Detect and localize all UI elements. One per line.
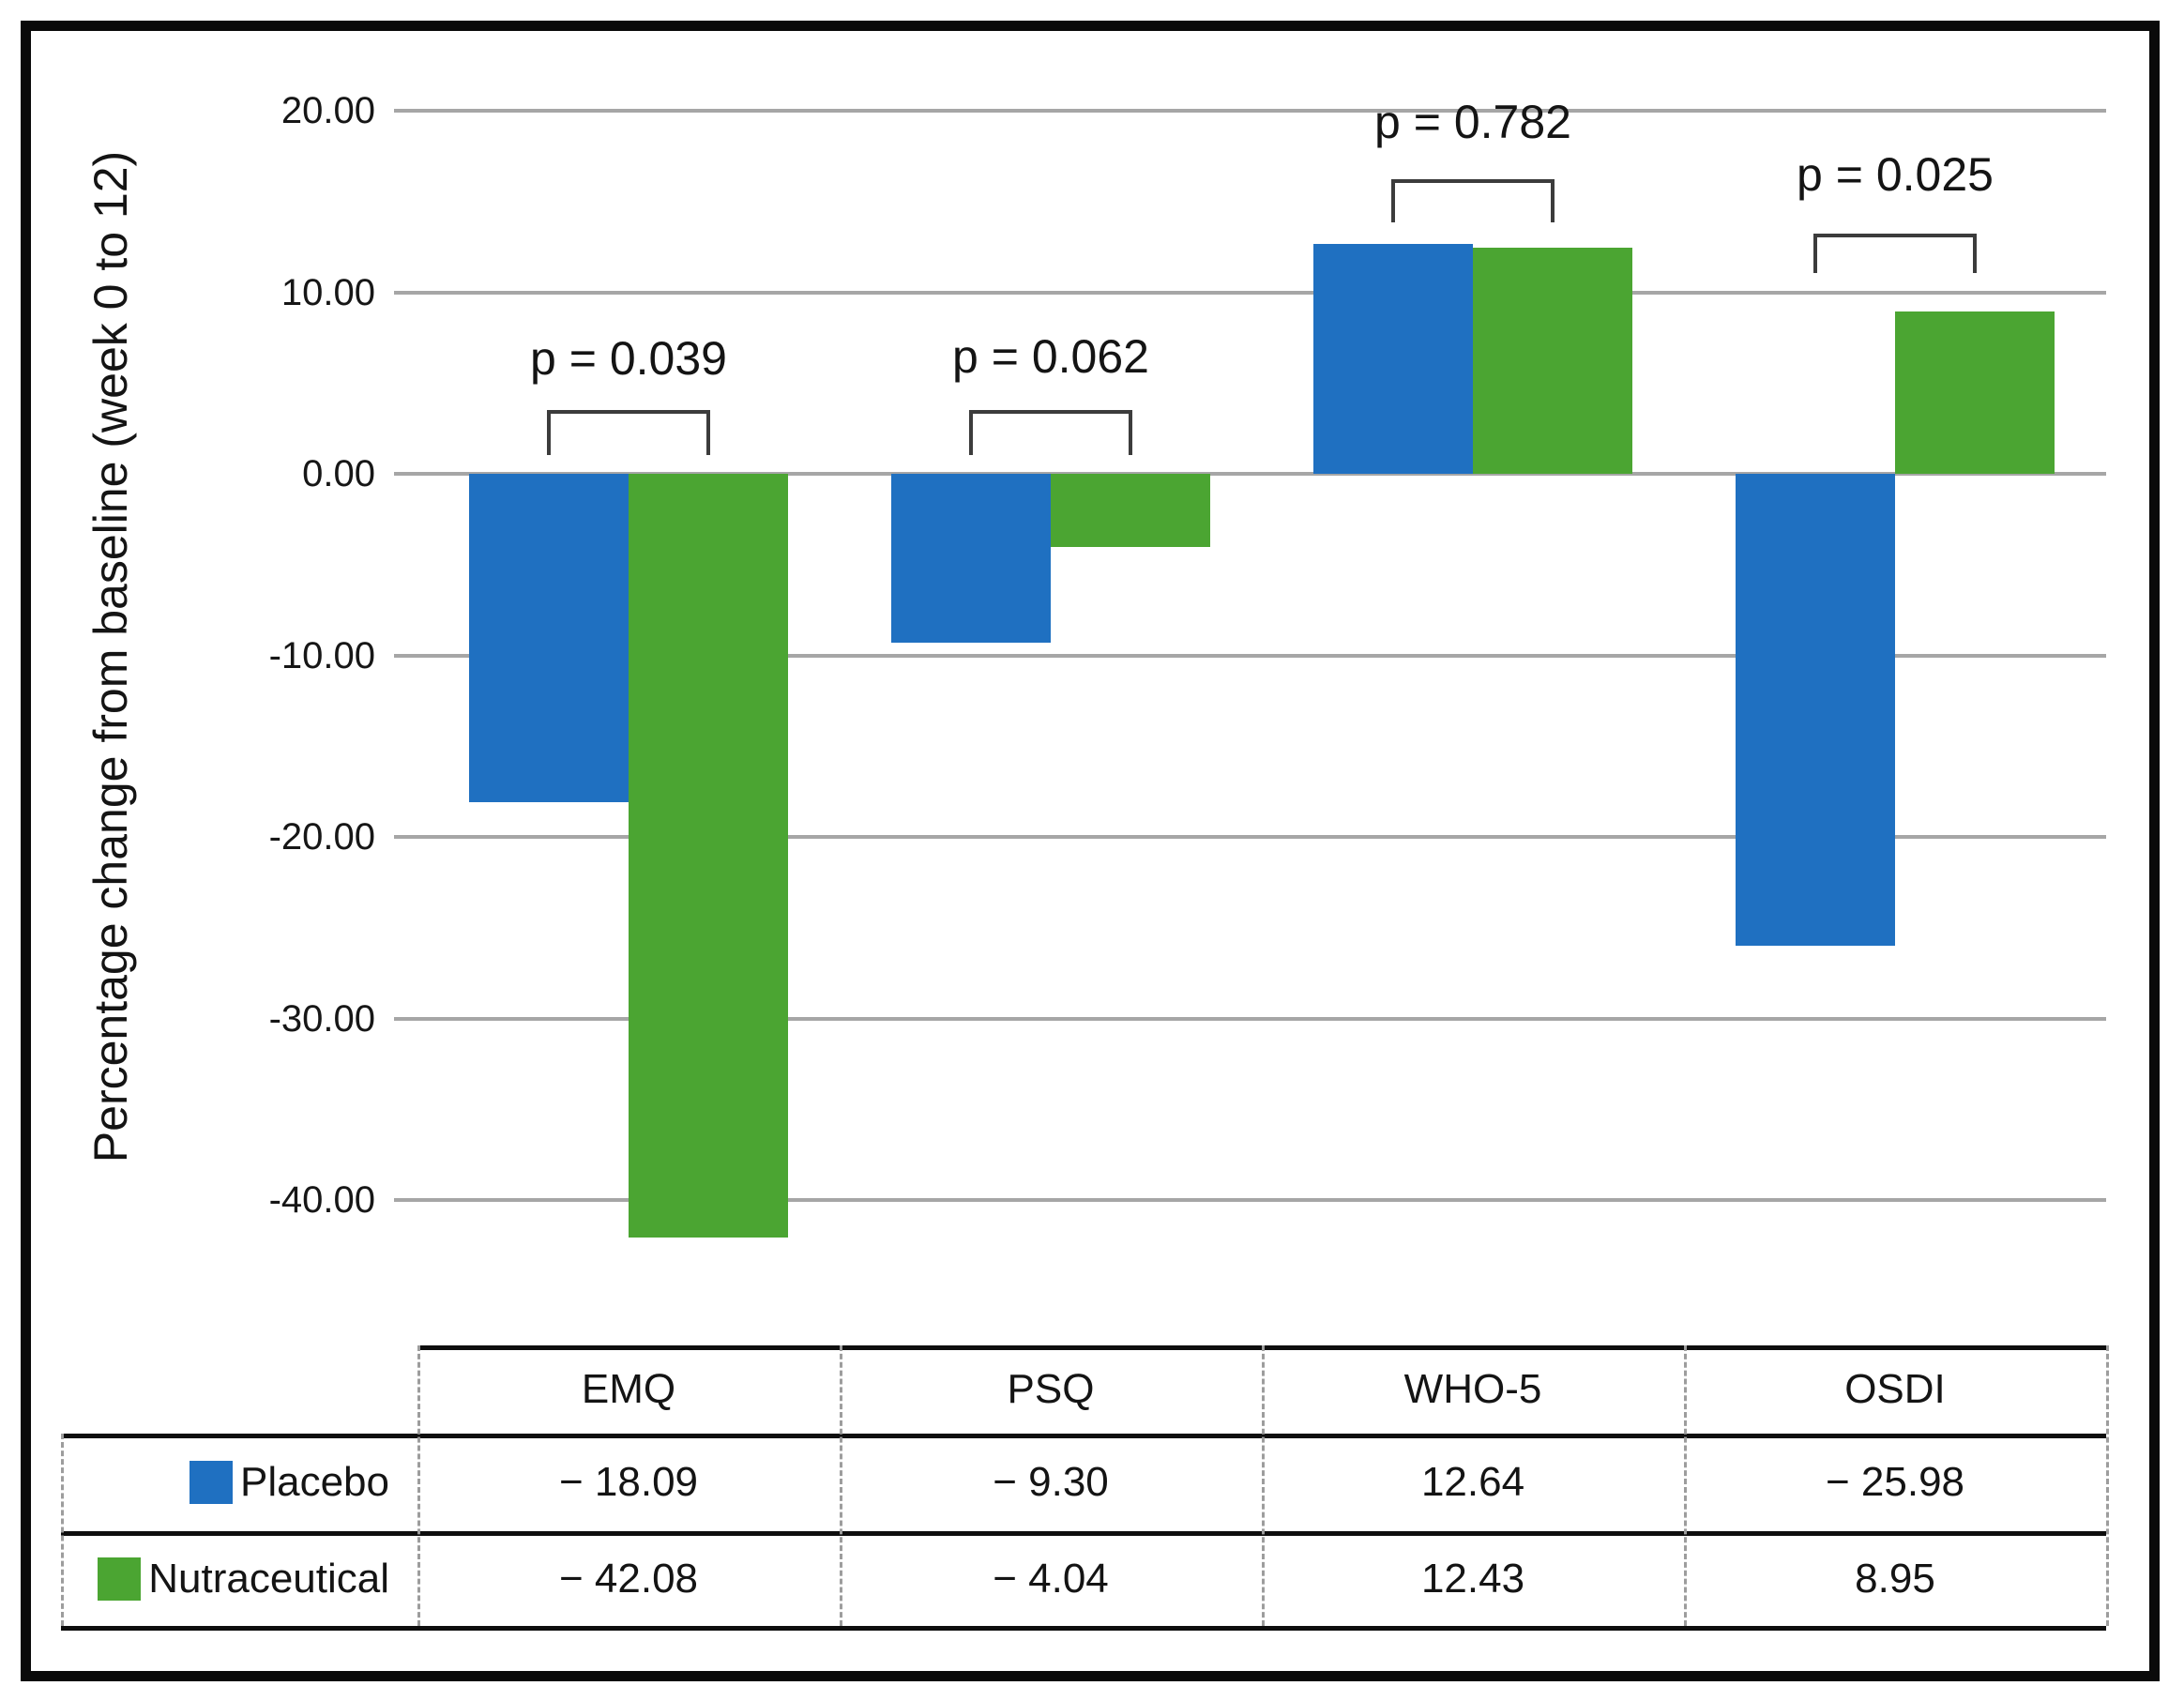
- table-right-rule: [2106, 1345, 2109, 1626]
- table-col-rule-1: [417, 1345, 420, 1626]
- bar-placebo-osdi: [1736, 474, 1895, 946]
- bar-nutraceutical-emq: [629, 474, 788, 1238]
- p-bracket-tick-who-5-right: [1551, 179, 1555, 222]
- legend-label-nutraceutical: Nutraceutical: [148, 1555, 389, 1602]
- gridline-20.00: [394, 109, 2106, 113]
- nutraceutical-swatch-icon: [98, 1557, 142, 1601]
- p-value-psq: p = 0.062: [952, 330, 1149, 383]
- table-header-who5: WHO-5: [1403, 1366, 1542, 1412]
- p-bracket-psq: [969, 410, 1132, 414]
- bar-placebo-who-5: [1313, 244, 1473, 474]
- table-col-rule-2: [840, 1345, 842, 1626]
- table-cell-nutraceutical-who5: 12.43: [1420, 1555, 1525, 1602]
- table-cell-nutraceutical-osdi: 8.95: [1855, 1555, 1935, 1602]
- table-header-rule: [61, 1434, 2106, 1438]
- table-cell-nutraceutical-emq: − 42.08: [558, 1555, 699, 1602]
- y-tick--30.00: -30.00: [268, 997, 375, 1040]
- y-tick--10.00: -10.00: [268, 634, 375, 676]
- table-cell-nutraceutical-psq: − 4.04: [993, 1555, 1109, 1602]
- p-bracket-emq: [547, 410, 710, 414]
- table-bottom-rule: [61, 1626, 2106, 1631]
- table-header-osdi: OSDI: [1844, 1366, 1946, 1412]
- y-tick-0.00: 0.00: [302, 453, 375, 494]
- gridline-10.00: [394, 290, 2106, 295]
- table-left-rule: [61, 1434, 64, 1626]
- table-col-rule-4: [1684, 1345, 1687, 1626]
- y-tick-20.00: 20.00: [281, 90, 375, 131]
- legend-item-nutraceutical: Nutraceutical: [61, 1531, 417, 1626]
- gridline-0.00: [394, 472, 2106, 476]
- legend-item-placebo: Placebo: [61, 1434, 417, 1531]
- table-col-rule-3: [1262, 1345, 1265, 1626]
- p-bracket-tick-who-5-left: [1391, 179, 1395, 222]
- gridline--40.00: [394, 1198, 2106, 1202]
- legend-label-placebo: Placebo: [239, 1459, 389, 1505]
- p-value-who-5: p = 0.782: [1374, 96, 1571, 148]
- table-cell-placebo-osdi: − 25.98: [1825, 1459, 1965, 1505]
- gridline--10.00: [394, 653, 2106, 658]
- table-row-divider-rule: [61, 1531, 2106, 1536]
- y-tick--20.00: -20.00: [268, 816, 375, 858]
- table-cell-placebo-psq: − 9.30: [993, 1459, 1109, 1505]
- table-header-psq: PSQ: [1007, 1366, 1095, 1412]
- p-bracket-tick-psq-left: [969, 410, 973, 455]
- p-value-emq: p = 0.039: [530, 332, 727, 385]
- bar-nutraceutical-psq: [1051, 474, 1210, 548]
- p-bracket-tick-osdi-left: [1813, 234, 1817, 273]
- p-value-osdi: p = 0.025: [1797, 148, 1994, 201]
- table-header-emq: EMQ: [581, 1366, 676, 1412]
- gridline--30.00: [394, 1016, 2106, 1021]
- bar-nutraceutical-who-5: [1473, 248, 1632, 474]
- p-bracket-tick-emq-right: [706, 410, 710, 455]
- p-bracket-tick-psq-right: [1129, 410, 1132, 455]
- bar-placebo-emq: [469, 474, 629, 803]
- p-bracket-tick-osdi-right: [1973, 234, 1977, 273]
- p-bracket-osdi: [1813, 234, 1977, 237]
- gridline--20.00: [394, 835, 2106, 839]
- table-cell-placebo-who5: 12.64: [1420, 1459, 1525, 1505]
- bar-nutraceutical-osdi: [1895, 311, 2055, 474]
- y-tick--40.00: -40.00: [268, 1179, 375, 1221]
- y-tick-10.00: 10.00: [281, 271, 375, 313]
- p-bracket-who-5: [1391, 179, 1555, 183]
- table-cell-placebo-emq: − 18.09: [558, 1459, 699, 1505]
- placebo-swatch-icon: [189, 1461, 233, 1504]
- p-bracket-tick-emq-left: [547, 410, 551, 455]
- bar-placebo-psq: [891, 474, 1051, 643]
